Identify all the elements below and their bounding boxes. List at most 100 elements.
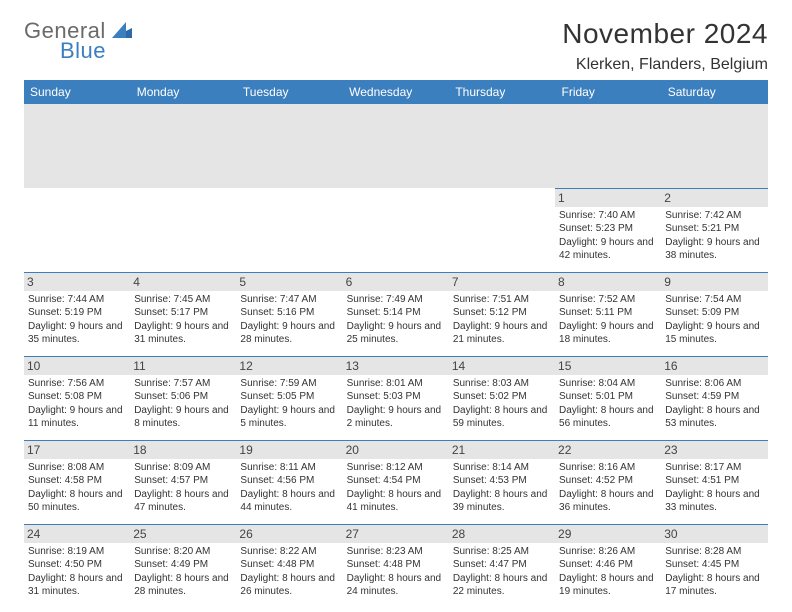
calendar-day: 16 Sunrise: 8:06 AMSunset: 4:59 PMDayligh… bbox=[661, 356, 767, 440]
daylight-text: Daylight: 9 hours and 21 minutes. bbox=[453, 320, 551, 347]
calendar-day: 22Sunrise: 8:16 AMSunset: 4:52 PMDayligh… bbox=[555, 440, 661, 524]
sunset-text: Sunset: 4:58 PM bbox=[28, 474, 126, 488]
day-header: Tuesday bbox=[236, 80, 342, 104]
sunrise-text: Sunrise: 8:16 AM bbox=[559, 461, 657, 475]
sunrise-text: Sunrise: 8:08 AM bbox=[28, 461, 126, 475]
daylight-text: Daylight: 8 hours and 28 minutes. bbox=[134, 572, 232, 599]
sunrise-text: Sunrise: 8:20 AM bbox=[134, 545, 232, 559]
sunrise-text: Sunrise: 8:06 AM bbox=[665, 377, 763, 391]
sunrise-text: Sunrise: 8:22 AM bbox=[240, 545, 338, 559]
calendar-week: 24Sunrise: 8:19 AMSunset: 4:50 PMDayligh… bbox=[24, 524, 768, 608]
day-number: 14 bbox=[449, 357, 555, 375]
calendar-day-empty bbox=[24, 188, 130, 272]
daylight-text: Daylight: 9 hours and 38 minutes. bbox=[665, 236, 763, 263]
sunset-text: Sunset: 5:19 PM bbox=[28, 306, 126, 320]
day-number: 6 bbox=[343, 273, 449, 291]
sunset-text: Sunset: 5:11 PM bbox=[559, 306, 657, 320]
day-number: 17 bbox=[24, 441, 130, 459]
calendar-day: 29 Sunrise: 8:26 AMSunset: 4:46 PMDayligh… bbox=[555, 524, 661, 608]
sunset-text: Sunset: 5:12 PM bbox=[453, 306, 551, 320]
sunrise-text: Sunrise: 8:14 AM bbox=[453, 461, 551, 475]
sunrise-text: Sunrise: 8:01 AM bbox=[347, 377, 445, 391]
calendar-day: 20Sunrise: 8:12 AMSunset: 4:54 PMDayligh… bbox=[343, 440, 449, 524]
daylight-text: Daylight: 8 hours and 17 minutes. bbox=[665, 572, 763, 599]
day-number: 12 bbox=[236, 357, 342, 375]
day-number: 11 bbox=[130, 357, 236, 375]
sunset-text: Sunset: 4:51 PM bbox=[665, 474, 763, 488]
title-block: November 2024 Klerken, Flanders, Belgium bbox=[562, 18, 768, 74]
month-title: November 2024 bbox=[562, 18, 768, 50]
daylight-text: Daylight: 9 hours and 15 minutes. bbox=[665, 320, 763, 347]
location: Klerken, Flanders, Belgium bbox=[562, 56, 768, 74]
day-number: 3 bbox=[24, 273, 130, 291]
spacer-row bbox=[24, 104, 768, 188]
daylight-text: Daylight: 8 hours and 19 minutes. bbox=[559, 572, 657, 599]
calendar-day: 2 Sunrise: 7:42 AMSunset: 5:21 PMDaylight… bbox=[661, 188, 767, 272]
sunrise-text: Sunrise: 7:59 AM bbox=[240, 377, 338, 391]
calendar-day: 18Sunrise: 8:09 AMSunset: 4:57 PMDayligh… bbox=[130, 440, 236, 524]
sunset-text: Sunset: 5:05 PM bbox=[240, 390, 338, 404]
day-header: Monday bbox=[130, 80, 236, 104]
day-number: 13 bbox=[343, 357, 449, 375]
day-number: 22 bbox=[555, 441, 661, 459]
daylight-text: Daylight: 8 hours and 59 minutes. bbox=[453, 404, 551, 431]
sunrise-text: Sunrise: 7:57 AM bbox=[134, 377, 232, 391]
calendar-day: 7Sunrise: 7:51 AMSunset: 5:12 PMDaylight… bbox=[449, 272, 555, 356]
sunset-text: Sunset: 5:21 PM bbox=[665, 222, 763, 236]
calendar-day: 1Sunrise: 7:40 AMSunset: 5:23 PMDaylight… bbox=[555, 188, 661, 272]
calendar-day: 28Sunrise: 8:25 AMSunset: 4:47 PMDayligh… bbox=[449, 524, 555, 608]
daylight-text: Daylight: 9 hours and 28 minutes. bbox=[240, 320, 338, 347]
daylight-text: Daylight: 8 hours and 22 minutes. bbox=[453, 572, 551, 599]
daylight-text: Daylight: 8 hours and 53 minutes. bbox=[665, 404, 763, 431]
calendar-day: 15Sunrise: 8:04 AMSunset: 5:01 PMDayligh… bbox=[555, 356, 661, 440]
calendar-day: 23Sunrise: 8:17 AMSunset: 4:51 PMDayligh… bbox=[661, 440, 767, 524]
sunrise-text: Sunrise: 7:42 AM bbox=[665, 209, 763, 223]
calendar-day: 9Sunrise: 7:54 AMSunset: 5:09 PMDaylight… bbox=[661, 272, 767, 356]
calendar-day: 17Sunrise: 8:08 AMSunset: 4:58 PMDayligh… bbox=[24, 440, 130, 524]
sunrise-text: Sunrise: 8:26 AM bbox=[559, 545, 657, 559]
logo-icon bbox=[112, 25, 132, 42]
sunset-text: Sunset: 4:59 PM bbox=[665, 390, 763, 404]
daylight-text: Daylight: 9 hours and 2 minutes. bbox=[347, 404, 445, 431]
daylight-text: Daylight: 9 hours and 11 minutes. bbox=[28, 404, 126, 431]
calendar-day: 27Sunrise: 8:23 AMSunset: 4:48 PMDayligh… bbox=[343, 524, 449, 608]
day-number: 10 bbox=[24, 357, 130, 375]
daylight-text: Daylight: 8 hours and 56 minutes. bbox=[559, 404, 657, 431]
day-number: 16 bbox=[661, 357, 767, 375]
day-number: 15 bbox=[555, 357, 661, 375]
day-number: 21 bbox=[449, 441, 555, 459]
sunrise-text: Sunrise: 7:40 AM bbox=[559, 209, 657, 223]
calendar-day: 8Sunrise: 7:52 AMSunset: 5:11 PMDaylight… bbox=[555, 272, 661, 356]
sunrise-text: Sunrise: 8:12 AM bbox=[347, 461, 445, 475]
sunset-text: Sunset: 4:48 PM bbox=[347, 558, 445, 572]
sunset-text: Sunset: 4:47 PM bbox=[453, 558, 551, 572]
sunset-text: Sunset: 4:54 PM bbox=[347, 474, 445, 488]
calendar-day: 4Sunrise: 7:45 AMSunset: 5:17 PMDaylight… bbox=[130, 272, 236, 356]
calendar-day-empty bbox=[236, 188, 342, 272]
sunset-text: Sunset: 5:06 PM bbox=[134, 390, 232, 404]
day-number: 2 bbox=[661, 189, 767, 207]
sunset-text: Sunset: 5:16 PM bbox=[240, 306, 338, 320]
calendar-week: 1Sunrise: 7:40 AMSunset: 5:23 PMDaylight… bbox=[24, 188, 768, 272]
calendar-table: SundayMondayTuesdayWednesdayThursdayFrid… bbox=[24, 80, 768, 608]
day-number: 23 bbox=[661, 441, 767, 459]
calendar-week: 10Sunrise: 7:56 AMSunset: 5:08 PMDayligh… bbox=[24, 356, 768, 440]
sunset-text: Sunset: 5:09 PM bbox=[665, 306, 763, 320]
daylight-text: Daylight: 8 hours and 26 minutes. bbox=[240, 572, 338, 599]
daylight-text: Daylight: 9 hours and 8 minutes. bbox=[134, 404, 232, 431]
calendar-day-empty bbox=[130, 188, 236, 272]
day-number: 29 bbox=[555, 525, 661, 543]
calendar-week: 17 Sunrise: 8:08 AMSunset: 4:58 PM Dayligh… bbox=[24, 440, 768, 524]
calendar-day: 21Sunrise: 8:14 AMSunset: 4:53 PMDayligh… bbox=[449, 440, 555, 524]
sunrise-text: Sunrise: 8:23 AM bbox=[347, 545, 445, 559]
daylight-text: Daylight: 8 hours and 33 minutes. bbox=[665, 488, 763, 515]
calendar-day: 11 Sunrise: 7:57 AMSunset: 5:06 PMDayligh… bbox=[130, 356, 236, 440]
sunrise-text: Sunrise: 7:56 AM bbox=[28, 377, 126, 391]
calendar-day: 13Sunrise: 8:01 AMSunset: 5:03 PMDayligh… bbox=[343, 356, 449, 440]
day-number: 4 bbox=[130, 273, 236, 291]
day-number: 18 bbox=[130, 441, 236, 459]
sunset-text: Sunset: 4:46 PM bbox=[559, 558, 657, 572]
sunrise-text: Sunrise: 7:54 AM bbox=[665, 293, 763, 307]
calendar-week: 3Sunrise: 7:44 AMSunset: 5:19 PMDaylight… bbox=[24, 272, 768, 356]
sunset-text: Sunset: 4:56 PM bbox=[240, 474, 338, 488]
